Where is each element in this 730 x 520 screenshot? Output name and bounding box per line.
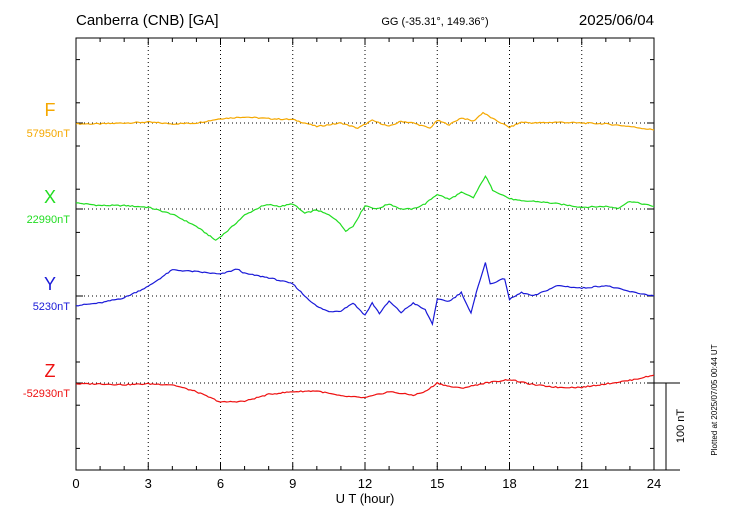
x-tick-label: 12: [358, 476, 372, 491]
series-labels: F 57950nT X 22990nT Y 5230nT Z -52930nT: [23, 100, 70, 400]
series-group: [75, 111, 655, 403]
x-axis-label: U T (hour): [336, 491, 395, 506]
series-line-z: [75, 374, 655, 403]
series-baseline-y: 5230nT: [33, 301, 71, 313]
x-tick-label: 18: [502, 476, 516, 491]
x-tick-label: 6: [217, 476, 224, 491]
date-label: 2025/06/04: [579, 12, 654, 29]
plotted-note: Plotted at 2025/07/05 00:44 UT: [710, 344, 719, 455]
series-line-f: [75, 111, 655, 131]
series-name-y: Y: [44, 274, 56, 294]
x-tick-label: 21: [575, 476, 589, 491]
x-axis: 0 3 6 9 12 15 18 21 24: [72, 38, 661, 491]
x-tick-label: 0: [72, 476, 79, 491]
series-baseline-z: -52930nT: [23, 388, 70, 400]
x-tick-label: 3: [145, 476, 152, 491]
series-name-x: X: [44, 187, 56, 207]
station-title: Canberra (CNB) [GA]: [76, 12, 219, 29]
scale-bar-label: 100 nT: [675, 409, 687, 444]
coordinates-label: GG (-35.31°, 149.36°): [381, 16, 488, 28]
x-tick-label: 9: [289, 476, 296, 491]
series-name-z: Z: [45, 361, 56, 381]
series-name-f: F: [45, 100, 56, 120]
grid: [76, 38, 654, 470]
x-tick-label: 15: [430, 476, 444, 491]
series-baseline-f: 57950nT: [27, 128, 71, 140]
series-line-y: [75, 262, 655, 327]
series-line-x: [75, 175, 655, 241]
series-baseline-x: 22990nT: [27, 214, 71, 226]
x-tick-label: 24: [647, 476, 661, 491]
